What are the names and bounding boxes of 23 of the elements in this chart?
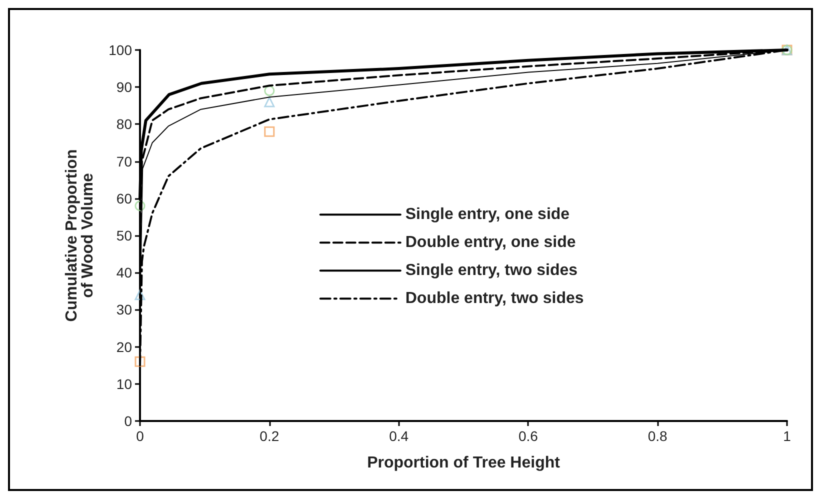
x-tick-label: 1 bbox=[783, 428, 792, 444]
x-tick-label: 0.6 bbox=[518, 428, 538, 444]
x-tick-label: 0.8 bbox=[648, 428, 668, 444]
x-tick-label: 0 bbox=[136, 428, 144, 444]
y-tick-label: 60 bbox=[116, 190, 132, 206]
y-tick-label: 10 bbox=[116, 376, 132, 392]
x-tick-label: 0.4 bbox=[389, 428, 409, 444]
legend-label: Single entry, one side bbox=[405, 206, 570, 224]
y-tick-label: 50 bbox=[116, 228, 132, 244]
legend-label: Double entry, one side bbox=[405, 234, 576, 252]
y-tick-label: 20 bbox=[116, 338, 132, 355]
y-tick-label: 90 bbox=[116, 79, 132, 96]
x-tick-label: 0.2 bbox=[260, 428, 280, 444]
y-tick-label: 70 bbox=[116, 153, 132, 170]
legend-label: Double entry, two sides bbox=[405, 290, 584, 308]
y-tick-label: 0 bbox=[124, 413, 132, 429]
y-tick-label: 100 bbox=[108, 42, 132, 58]
legend-label: Single entry, two sides bbox=[405, 262, 578, 280]
y-tick-label: 30 bbox=[116, 302, 132, 318]
y-axis-title: Cumulative Proportion of Wood Volume bbox=[64, 149, 96, 322]
x-axis-title: Proportion of Tree Height bbox=[367, 454, 561, 472]
y-tick-label: 40 bbox=[116, 264, 132, 281]
y-tick-label: 80 bbox=[116, 116, 132, 132]
